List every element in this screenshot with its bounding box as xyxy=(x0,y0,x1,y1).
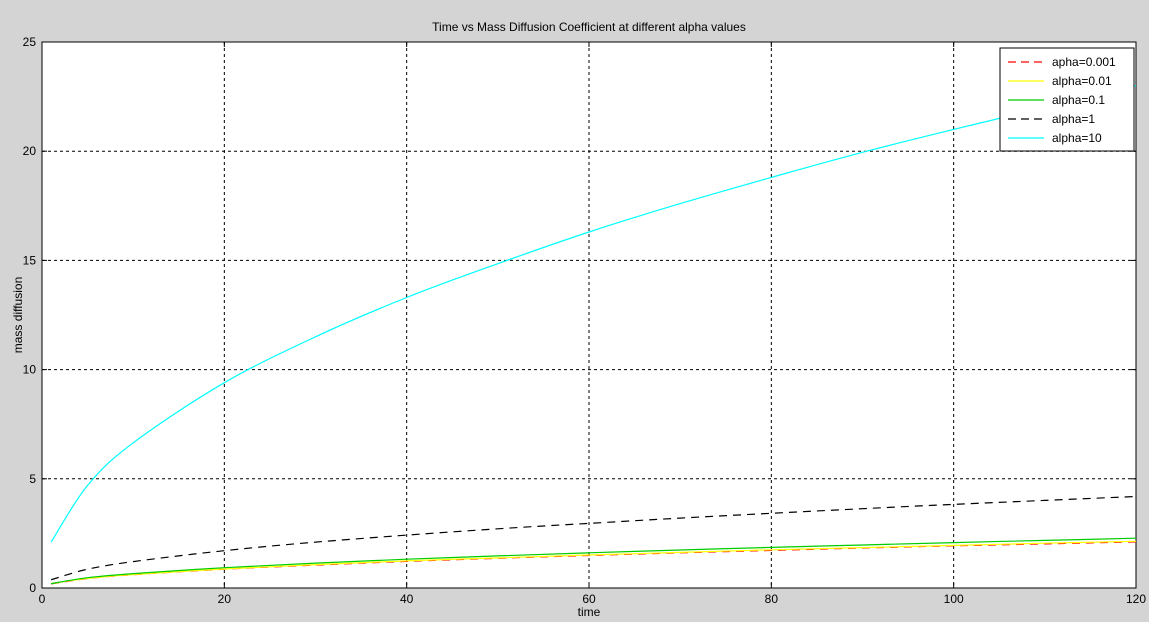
series-line-3 xyxy=(50,495,1137,581)
y-tick-label: 10 xyxy=(23,363,37,377)
y-tick-label: 15 xyxy=(23,253,37,267)
x-axis-label: time xyxy=(578,605,601,617)
chart-title: Time vs Mass Diffusion Coefficient at di… xyxy=(432,20,746,34)
legend-label-1: alpha=0.01 xyxy=(1052,74,1112,88)
y-tick-label: 5 xyxy=(29,472,36,486)
x-tick-label: 60 xyxy=(582,592,596,606)
axes: 0 20 40 60 80 100 120 0 5 10 15 20 25 xyxy=(23,35,1147,606)
series-line-4 xyxy=(50,85,1137,543)
legend-label-0: apha=0.001 xyxy=(1052,55,1116,69)
x-tick-label: 80 xyxy=(765,592,779,606)
legend-label-3: alpha=1 xyxy=(1052,112,1095,126)
series-line-2 xyxy=(51,537,1137,585)
legend-label-4: alpha=10 xyxy=(1052,131,1102,145)
legend: apha=0.001 alpha=0.01 alpha=0.1 alpha=1 alph… xyxy=(999,47,1135,152)
x-tick-label: 40 xyxy=(400,592,414,606)
grid-lines xyxy=(42,42,1136,588)
y-tick-label: 0 xyxy=(29,581,36,595)
legend-label-2: alpha=0.1 xyxy=(1052,93,1105,107)
y-tick-label: 20 xyxy=(23,144,37,158)
series-line-1 xyxy=(51,540,1137,585)
x-tick-label: 20 xyxy=(218,592,232,606)
x-tick-label: 100 xyxy=(944,592,964,606)
x-tick-label: 120 xyxy=(1126,592,1146,606)
series-layer xyxy=(50,85,1137,585)
y-axis-label: mass diffusion xyxy=(11,277,25,353)
x-tick-label: 0 xyxy=(39,592,46,606)
y-tick-label: 25 xyxy=(23,35,37,49)
